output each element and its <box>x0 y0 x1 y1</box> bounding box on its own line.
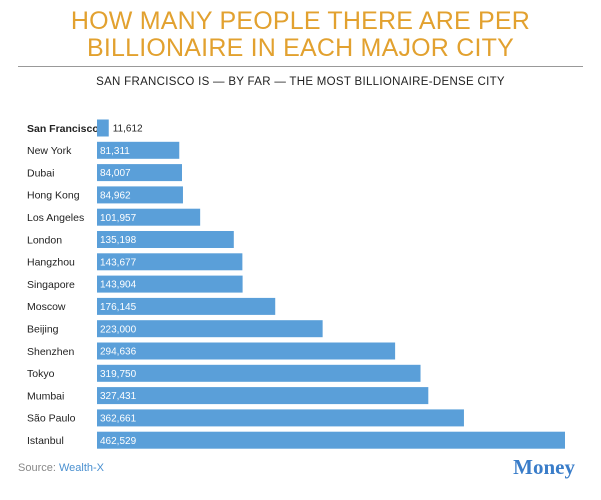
category-label: Shenzhen <box>27 346 74 358</box>
bar <box>97 364 421 382</box>
value-label: 135,198 <box>100 235 137 246</box>
chart-subtitle: SAN FRANCISCO IS — BY FAR — THE MOST BIL… <box>96 76 505 88</box>
bar <box>97 186 183 204</box>
category-label: Singapore <box>27 279 75 291</box>
bar <box>97 164 183 182</box>
bar <box>97 297 276 315</box>
value-label: 101,957 <box>100 213 137 224</box>
category-label: Hangzhou <box>27 257 75 269</box>
value-label: 84,007 <box>100 168 131 179</box>
value-label: 143,904 <box>100 280 137 291</box>
value-label: 143,677 <box>100 257 137 268</box>
bar <box>97 275 243 293</box>
value-label: 462,529 <box>100 436 137 447</box>
bar <box>97 208 201 226</box>
source-label: Source: <box>18 462 56 474</box>
category-label: Los Angeles <box>27 212 84 224</box>
category-label: San Francisco <box>27 123 99 135</box>
value-label: 294,636 <box>100 347 137 358</box>
bar <box>97 387 429 405</box>
category-label: Hong Kong <box>27 190 80 202</box>
value-label: 176,145 <box>100 302 137 313</box>
divider <box>18 66 583 67</box>
category-label: São Paulo <box>27 413 76 425</box>
value-label: 81,311 <box>100 146 130 157</box>
logo: Money <box>513 455 575 479</box>
source: Source: Wealth-X <box>18 462 104 474</box>
source-name: Wealth-X <box>58 462 105 474</box>
bar <box>97 141 180 159</box>
bar <box>97 231 234 248</box>
category-label: Beijing <box>27 323 59 335</box>
value-label: 84,962 <box>100 191 131 202</box>
bar <box>97 119 109 137</box>
value-label: 223,000 <box>100 324 137 335</box>
category-label: Dubai <box>27 167 54 179</box>
bar <box>97 409 464 427</box>
bar <box>97 431 565 449</box>
value-label: 327,431 <box>100 391 137 402</box>
value-label: 11,612 <box>113 124 143 135</box>
value-label: 319,750 <box>100 369 137 380</box>
bar <box>97 342 396 360</box>
chart-title: HOW MANY PEOPLE THERE ARE PER BILLIONAIR… <box>70 7 531 62</box>
category-label: New York <box>27 145 72 157</box>
category-label: Istanbul <box>27 435 64 447</box>
category-label: Moscow <box>27 301 66 313</box>
category-label: London <box>27 234 62 246</box>
category-label: Mumbai <box>27 390 64 402</box>
bar <box>97 320 323 338</box>
value-label: 362,661 <box>100 414 137 425</box>
category-label: Tokyo <box>27 368 55 380</box>
bar <box>97 253 243 271</box>
